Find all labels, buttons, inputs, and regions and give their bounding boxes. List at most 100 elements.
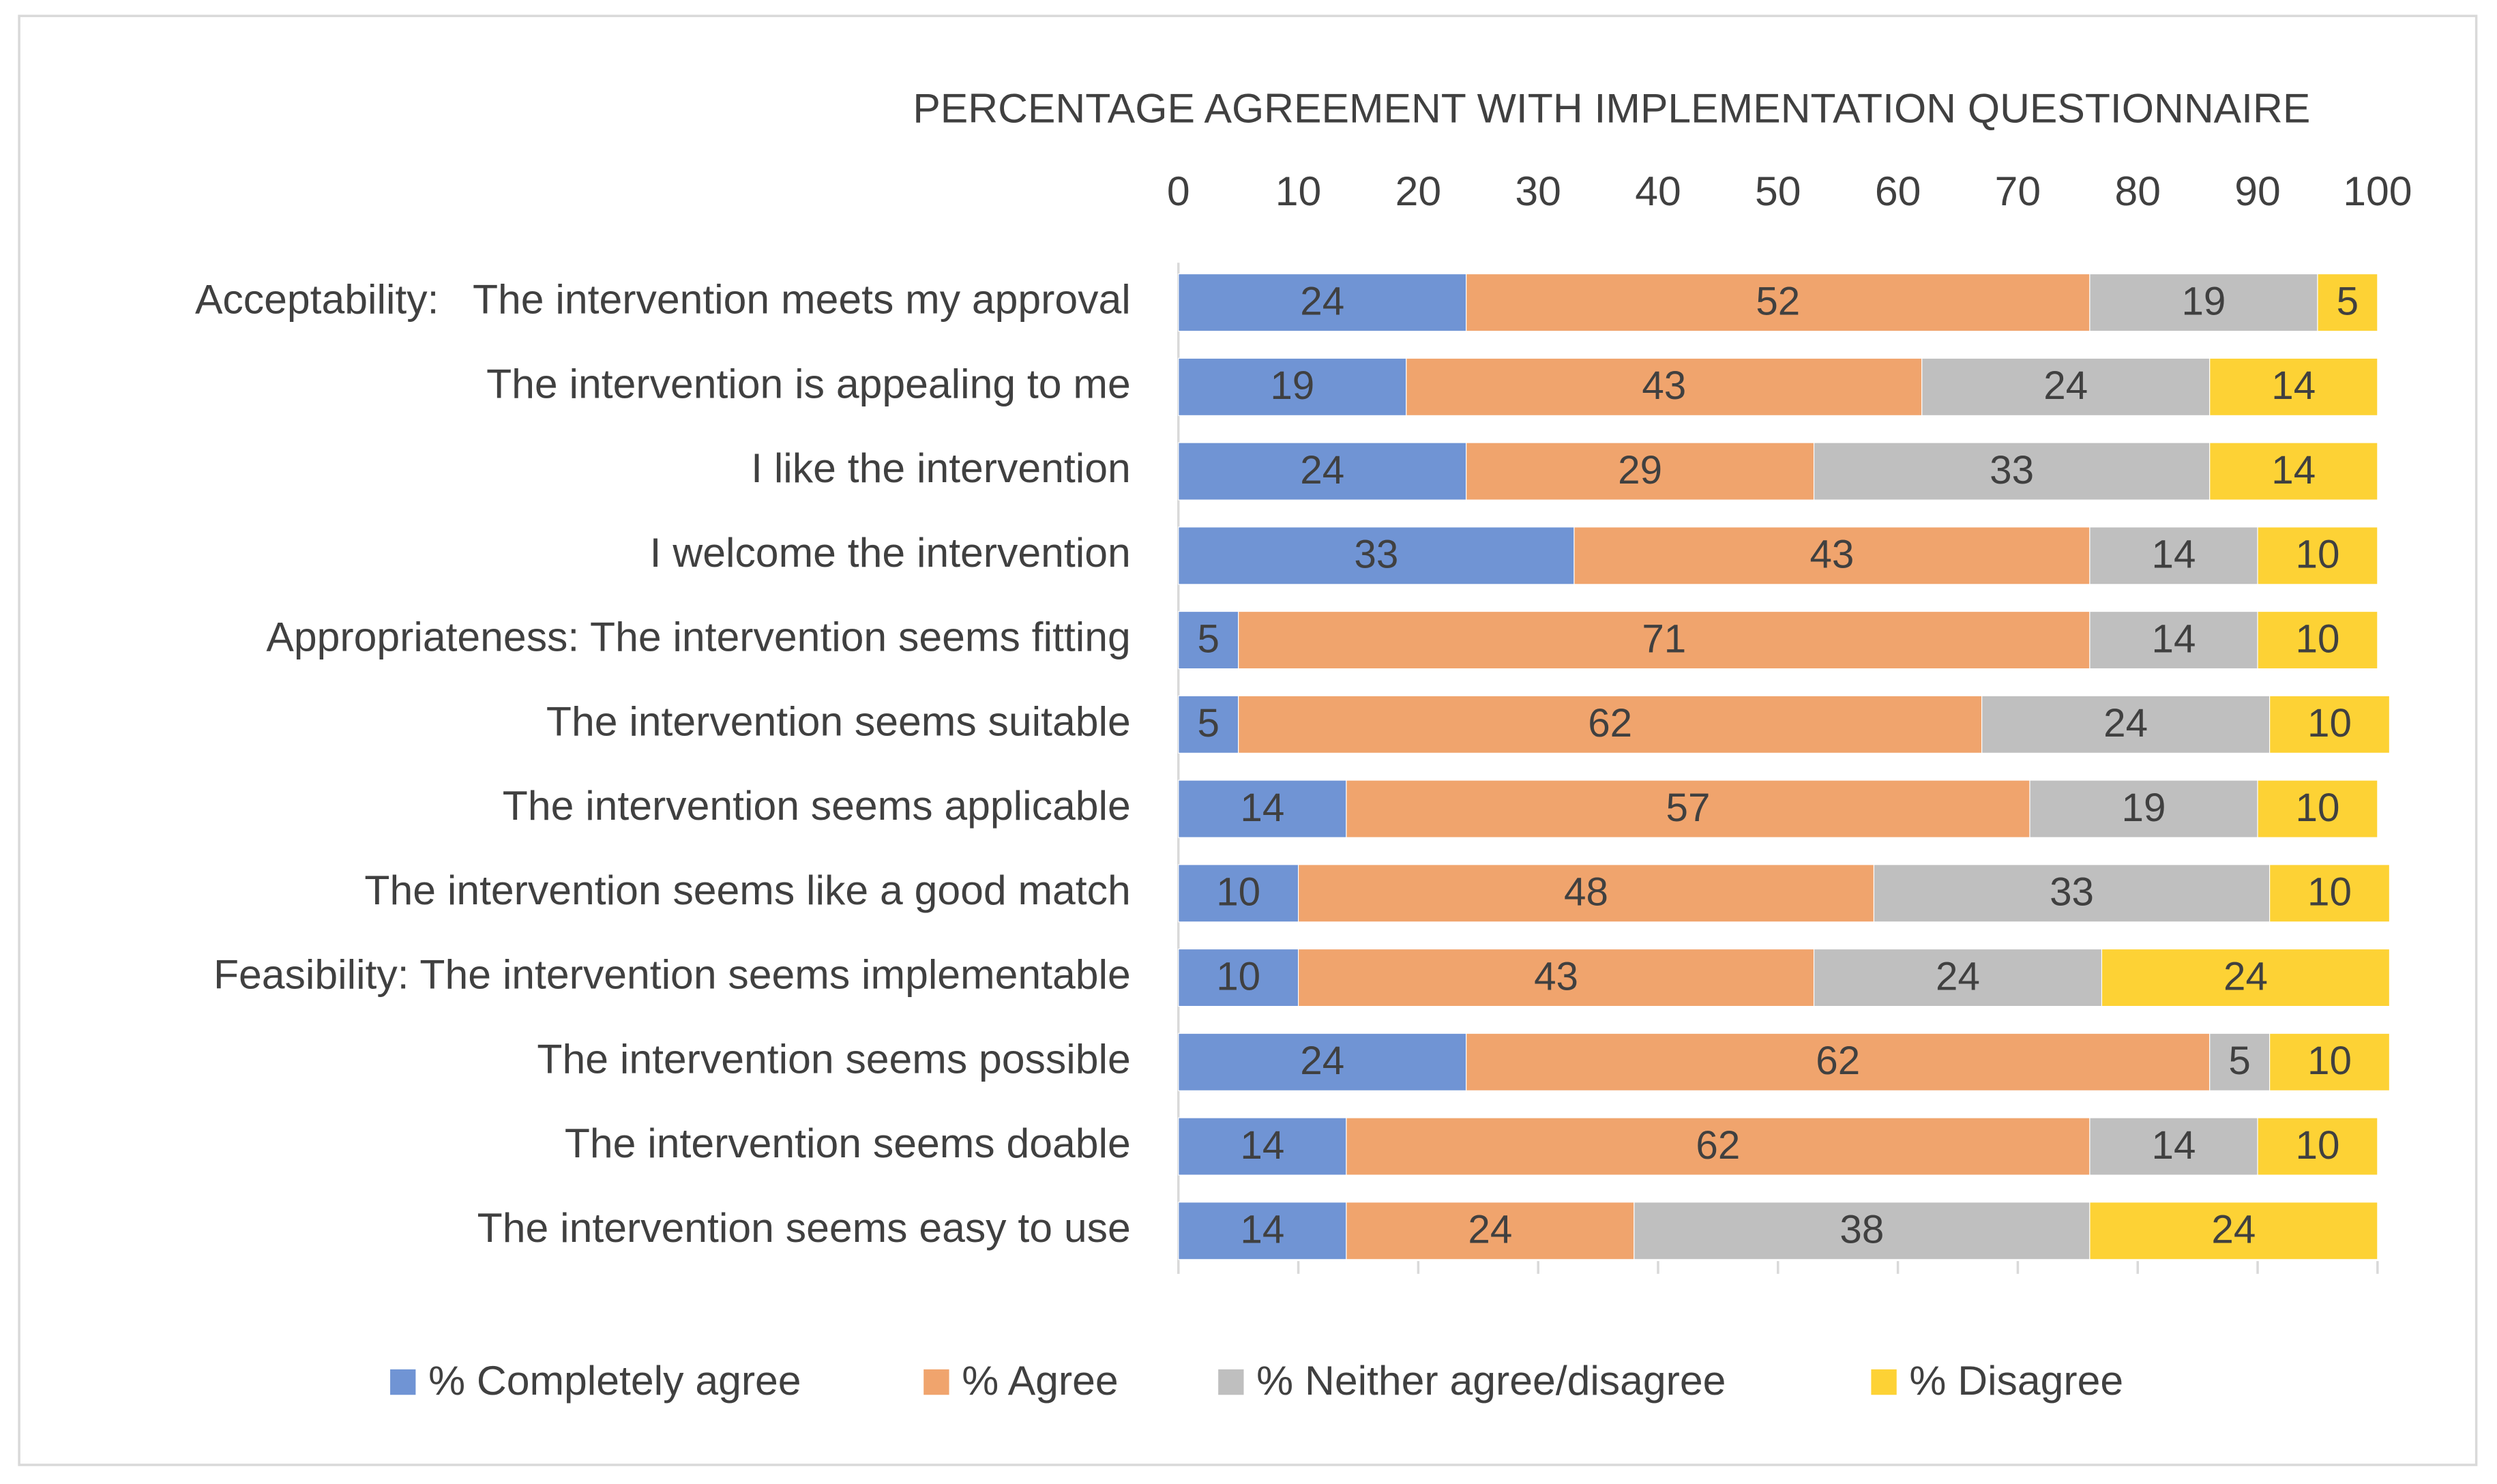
- data-label: 33: [1354, 533, 1398, 577]
- data-label: 24: [1300, 279, 1344, 323]
- data-label: 33: [2050, 870, 2094, 915]
- category-label: The intervention seems like a good match: [364, 867, 1130, 913]
- x-tick-label: 70: [1995, 168, 2041, 214]
- data-label: 5: [2228, 1039, 2250, 1083]
- bar-segment: [1178, 695, 1239, 754]
- data-label: 24: [2211, 1208, 2256, 1252]
- data-label: 24: [2223, 954, 2268, 998]
- bar-segment: [1178, 610, 1239, 670]
- data-label: 19: [1270, 363, 1314, 408]
- data-label: 52: [1756, 279, 1800, 323]
- category-label: The intervention seems applicable: [503, 782, 1131, 829]
- bar-segment: [2317, 273, 2378, 332]
- category-label: Feasibility: The intervention seems impl…: [213, 951, 1131, 998]
- bar-segment: [1921, 357, 2211, 416]
- bar-segment: [1178, 273, 1467, 332]
- category-label: Appropriateness: The intervention seems …: [266, 614, 1130, 660]
- bar-segment: [1178, 442, 1467, 501]
- bar-segment: [2101, 948, 2391, 1007]
- data-label: 10: [2307, 870, 2352, 915]
- data-label: 24: [1468, 1208, 1512, 1252]
- data-label: 19: [2181, 279, 2226, 323]
- data-label: 14: [2152, 617, 2196, 661]
- data-label: 10: [2295, 1123, 2339, 1168]
- bar-segment: [1238, 610, 2090, 670]
- data-label: 38: [1839, 1208, 1884, 1252]
- x-tick-label: 40: [1635, 168, 1681, 214]
- bar-segment: [2089, 526, 2258, 585]
- bar-segment: [1178, 1202, 1347, 1260]
- bar-segment: [1178, 1117, 1347, 1176]
- data-label: 57: [1666, 786, 1710, 830]
- category-label: The intervention seems doable: [565, 1120, 1131, 1166]
- data-label: 14: [1240, 1123, 1284, 1168]
- chart-title: PERCENTAGE AGREEMENT WITH IMPLEMENTATION…: [913, 85, 2310, 131]
- bar-segment: [2209, 357, 2378, 416]
- data-label: 14: [2152, 1123, 2196, 1168]
- data-label: 10: [2295, 533, 2339, 577]
- data-label: 5: [1197, 617, 1219, 661]
- legend-label: % Disagree: [1909, 1357, 2123, 1404]
- x-tick-label: 20: [1395, 168, 1442, 214]
- category-label: The intervention seems easy to use: [477, 1204, 1131, 1251]
- data-label: 14: [2271, 363, 2316, 408]
- category-label: The intervention seems possible: [537, 1035, 1130, 1082]
- data-label: 14: [2152, 533, 2196, 577]
- category-label: The intervention is appealing to me: [486, 360, 1131, 406]
- bar-segment: [2257, 610, 2378, 670]
- bar-segment: [1813, 442, 2211, 501]
- data-label: 10: [2295, 617, 2339, 661]
- category-label: The intervention seems suitable: [546, 698, 1131, 744]
- legend-swatch: [1871, 1369, 1897, 1395]
- bar-segment: [1981, 695, 2271, 754]
- data-label: 24: [2103, 701, 2148, 745]
- data-label: 71: [1642, 617, 1686, 661]
- x-tick-label: 30: [1515, 168, 1561, 214]
- data-label: 62: [1696, 1123, 1740, 1168]
- data-label: 24: [1936, 954, 1980, 998]
- bar-segment: [2089, 610, 2258, 670]
- x-tick-label: 10: [1275, 168, 1322, 214]
- bar-segment: [2269, 695, 2391, 754]
- data-label: 62: [1588, 701, 1632, 745]
- data-label: 19: [2122, 786, 2166, 830]
- bar-segment: [2257, 526, 2378, 585]
- bar-segment: [1297, 948, 1815, 1007]
- data-label: 10: [2295, 786, 2339, 830]
- data-label: 43: [1642, 363, 1686, 408]
- data-label: 10: [2307, 701, 2352, 745]
- bar-segment: [2089, 1202, 2378, 1260]
- bar-segment: [1634, 1202, 2090, 1260]
- bar-segment: [1178, 526, 1575, 585]
- bar-segment: [1573, 526, 2090, 585]
- bar-segment: [2209, 442, 2378, 501]
- bar-segment: [1178, 780, 1347, 838]
- legend-swatch: [924, 1369, 949, 1395]
- bar-segment: [1466, 273, 2090, 332]
- bar-segment: [1346, 780, 2030, 838]
- data-label: 33: [1990, 448, 2034, 492]
- data-label: 43: [1809, 533, 1854, 577]
- legend-swatch: [1218, 1369, 1244, 1395]
- data-label: 14: [1240, 786, 1284, 830]
- x-tick-label: 50: [1755, 168, 1801, 214]
- category-label: I like the intervention: [751, 445, 1131, 491]
- data-label: 14: [2271, 448, 2316, 492]
- data-label: 43: [1534, 954, 1578, 998]
- data-label: 29: [1618, 448, 1662, 492]
- x-tick-label: 90: [2234, 168, 2281, 214]
- data-label: 62: [1816, 1039, 1860, 1083]
- bar-segment: [1873, 864, 2271, 923]
- bar-segment: [1178, 864, 1299, 923]
- bar-segment: [1238, 695, 1983, 754]
- bar-segment: [2269, 864, 2391, 923]
- bar-segment: [1406, 357, 1923, 416]
- bar-segment: [1813, 948, 2103, 1007]
- data-label: 24: [2043, 363, 2088, 408]
- data-label: 10: [2307, 1039, 2352, 1083]
- category-label: I welcome the intervention: [650, 529, 1131, 576]
- data-label: 14: [1240, 1208, 1284, 1252]
- data-label: 24: [1300, 1039, 1344, 1083]
- bar-segment: [1178, 1033, 1467, 1091]
